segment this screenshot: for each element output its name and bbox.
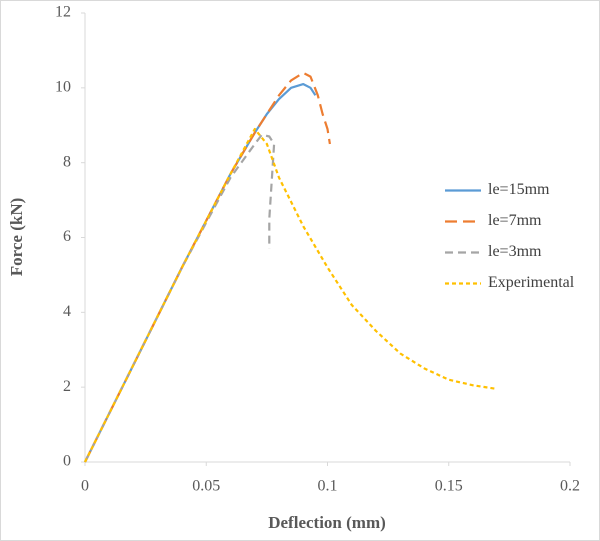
y-tick-label: 6 [63,228,71,245]
y-tick-label: 12 [55,4,71,21]
legend-text: le=7mm [488,212,542,229]
x-tick-label: 0.2 [560,478,580,495]
series-line [84,133,276,463]
y-tick-label: 2 [63,378,71,395]
x-tick-label: 0.1 [318,478,338,495]
series-line [84,71,331,463]
legend-text: le=15mm [488,181,550,198]
x-tick-label: 0.05 [192,478,220,495]
x-tick-label: 0 [81,478,89,495]
legend-text: le=3mm [488,243,542,260]
y-tick-label: 4 [63,303,71,320]
series-line [84,127,498,463]
y-tick-label: 8 [63,153,71,170]
y-tick-label: 10 [55,79,71,96]
x-tick-label: 0.15 [435,478,463,495]
x-axis-title: Deflection (mm) [268,513,386,532]
legend-text: Experimental [488,274,575,291]
y-axis-title: Force (kN) [7,198,26,277]
y-tick-label: 0 [63,453,71,470]
